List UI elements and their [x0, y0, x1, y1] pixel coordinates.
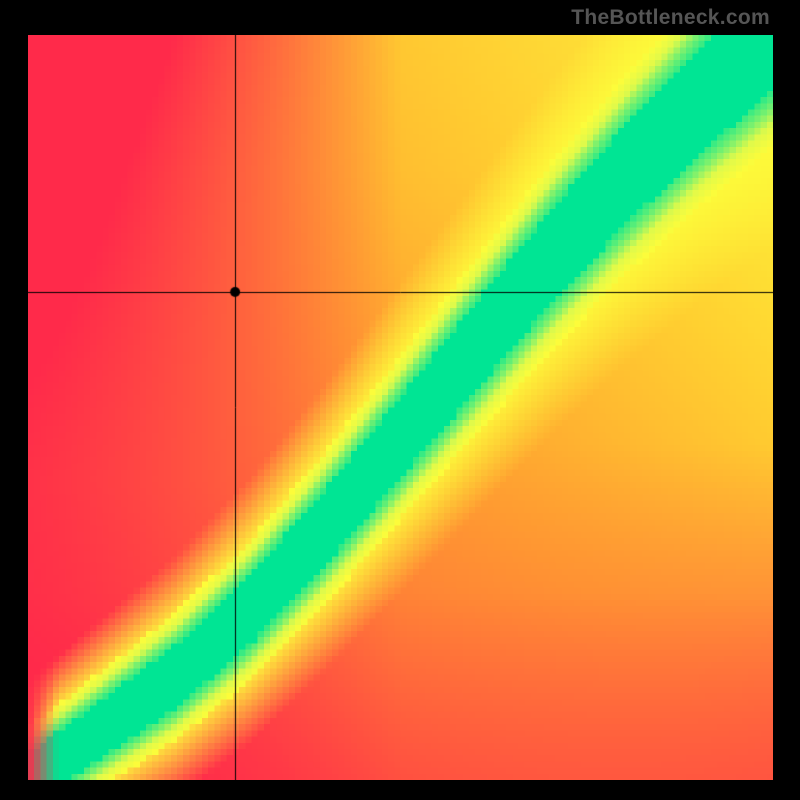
figure-container: TheBottleneck.com — [0, 0, 800, 800]
watermark-label: TheBottleneck.com — [571, 6, 770, 30]
heatmap-canvas — [28, 35, 773, 780]
